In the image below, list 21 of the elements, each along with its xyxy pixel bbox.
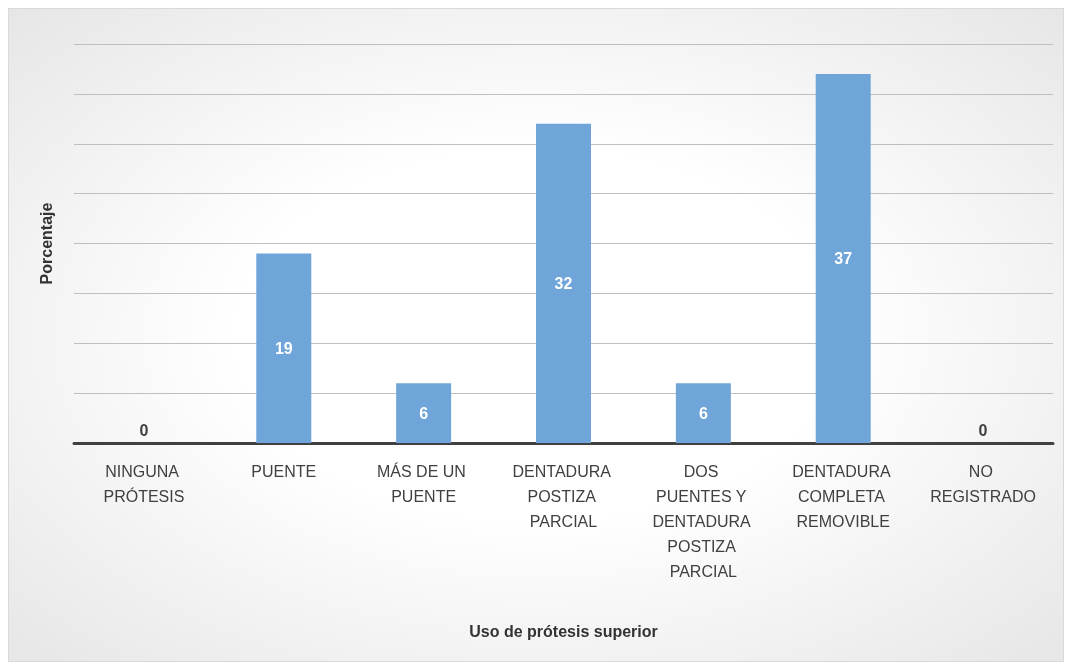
x-tick-label: DOS PUENTES Y DENTADURA POSTIZA PARCIAL <box>652 463 755 580</box>
data-label: 37 <box>834 249 853 267</box>
x-tick-label: NINGUNA PRÓTESIS <box>103 463 185 505</box>
bar <box>536 123 591 443</box>
data-label: 19 <box>274 339 293 357</box>
x-tick-label: DENTADURA COMPLETA REMOVIBLE <box>792 463 895 530</box>
bar <box>815 73 871 443</box>
bar <box>256 253 312 443</box>
bar <box>396 383 452 443</box>
data-label: 0 <box>978 421 988 439</box>
y-axis-title: Porcentaje <box>37 202 55 285</box>
x-tick-label: NO REGISTRADO <box>930 463 1036 505</box>
x-tick-label: MÁS DE UN PUENTE <box>376 462 471 505</box>
data-label: 6 <box>419 404 429 422</box>
data-label: 32 <box>554 274 573 292</box>
x-tick-label: PUENTE <box>251 463 317 480</box>
x-tick-label: DENTADURA POSTIZA PARCIAL <box>512 463 615 530</box>
bar <box>675 383 731 443</box>
data-label: 0 <box>139 421 149 439</box>
x-axis-title: Uso de prótesis superior <box>469 622 658 640</box>
data-label: 6 <box>698 404 708 422</box>
